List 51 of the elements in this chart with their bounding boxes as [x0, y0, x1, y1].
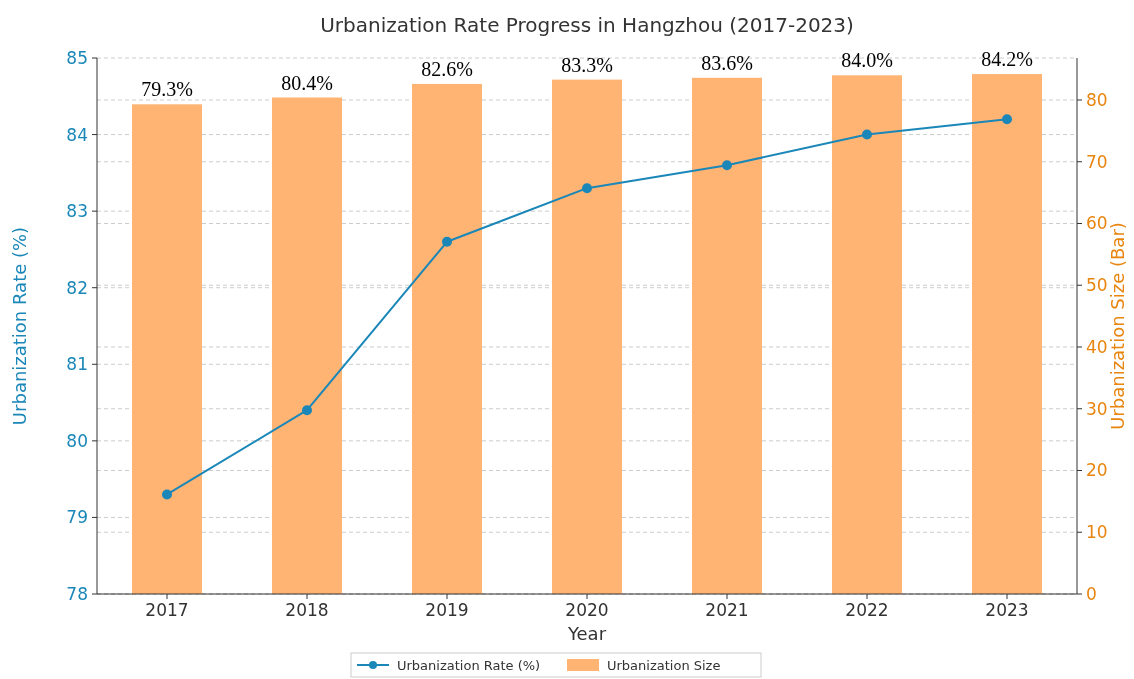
legend-label: Urbanization Rate (%): [397, 657, 541, 673]
x-tick-label: 2021: [705, 600, 749, 620]
data-label: 84.0%: [841, 49, 893, 72]
y-tick-label: 79: [66, 507, 88, 528]
y-tick-label: 82: [66, 277, 88, 298]
y-tick-label: 81: [66, 354, 88, 375]
y-tick-label: 85: [66, 47, 88, 68]
data-label: 84.2%: [981, 48, 1033, 71]
y2-tick-label: 70: [1086, 151, 1108, 172]
y-tick-label: 83: [66, 201, 88, 222]
bar: [132, 104, 202, 594]
y2-tick-label: 20: [1086, 460, 1108, 481]
y2-axis-title: Urbanization Size (Bar): [1107, 222, 1128, 430]
bar: [972, 74, 1042, 594]
y-axis-title: Urbanization Rate (%): [9, 226, 30, 426]
y2-tick-label: 80: [1086, 89, 1108, 110]
x-axis-title: Year: [566, 623, 607, 644]
point: [862, 129, 872, 140]
x-tick-label: 2023: [985, 600, 1029, 620]
y-tick-label: 84: [66, 124, 88, 145]
data-label: 79.3%: [141, 78, 193, 101]
point: [162, 489, 172, 500]
point: [442, 236, 452, 247]
data-label: 80.4%: [281, 71, 333, 94]
data-label: 83.3%: [561, 53, 613, 76]
y2-tick-label: 50: [1086, 275, 1108, 296]
y-tick-label: 78: [66, 583, 88, 604]
y2-tick-label: 40: [1086, 336, 1108, 357]
bar: [692, 77, 762, 594]
x-tick-label: 2017: [145, 600, 189, 620]
bar: [552, 79, 622, 594]
y2-tick-label: 10: [1086, 522, 1108, 543]
bar: [272, 97, 342, 594]
data-label: 83.6%: [701, 51, 753, 74]
bar: [832, 75, 902, 594]
x-tick-label: 2020: [565, 600, 609, 620]
x-tick-label: 2019: [425, 600, 469, 620]
legend-label: Urbanization Size: [607, 657, 721, 673]
point: [582, 183, 592, 194]
y2-tick-label: 0: [1086, 583, 1097, 604]
bar: [412, 83, 482, 594]
x-tick-label: 2018: [285, 600, 329, 620]
point: [1002, 114, 1012, 125]
y-tick-label: 80: [66, 430, 88, 451]
point: [722, 160, 732, 171]
data-label: 82.6%: [421, 57, 473, 80]
chart-title: Urbanization Rate Progress in Hangzhou (2017-2023): [320, 13, 854, 37]
y2-tick-label: 30: [1086, 398, 1108, 419]
x-tick-label: 2022: [845, 600, 889, 620]
y2-tick-label: 60: [1086, 213, 1108, 234]
point: [302, 405, 312, 416]
